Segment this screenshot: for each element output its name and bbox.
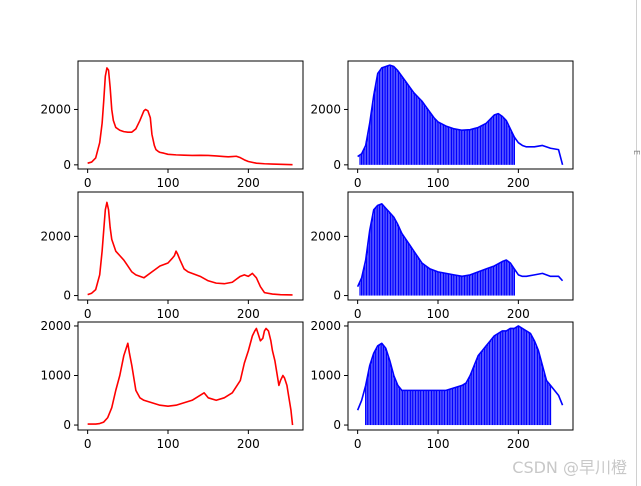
x-tick-label: 0 <box>84 307 92 321</box>
watermark: CSDN @早川橙 <box>512 458 627 477</box>
y-tick-label: 2000 <box>310 319 341 333</box>
x-tick-label: 0 <box>84 176 92 190</box>
x-tick-label: 0 <box>354 437 362 451</box>
series-line <box>87 327 294 426</box>
x-tick-label: 200 <box>237 176 260 190</box>
x-tick-label: 100 <box>427 176 450 190</box>
series-line <box>356 325 564 411</box>
edge-panel-text: E <box>634 150 641 156</box>
x-tick-label: 0 <box>354 307 362 321</box>
series-line <box>356 203 564 288</box>
y-tick-label: 0 <box>333 418 341 432</box>
series-line <box>357 64 564 166</box>
axes-frame <box>347 60 574 170</box>
axes-frame <box>77 321 304 431</box>
x-tick-label: 200 <box>237 307 260 321</box>
y-tick-label: 2000 <box>310 229 341 243</box>
x-tick-label: 200 <box>237 437 260 451</box>
series-group <box>87 327 294 426</box>
series-line <box>87 67 293 166</box>
y-tick-label: 1000 <box>310 369 341 383</box>
y-tick-label: 2000 <box>40 229 71 243</box>
x-tick-label: 200 <box>507 307 530 321</box>
x-tick-label: 200 <box>507 437 530 451</box>
axes-frame <box>347 191 574 301</box>
series-group <box>356 325 564 426</box>
y-tick-label: 0 <box>333 158 341 172</box>
x-tick-label: 200 <box>507 176 530 190</box>
y-tick-label: 2000 <box>40 102 71 116</box>
x-tick-label: 0 <box>84 437 92 451</box>
x-tick-label: 100 <box>157 307 180 321</box>
x-tick-label: 100 <box>427 437 450 451</box>
y-tick-label: 2000 <box>40 319 71 333</box>
y-tick-label: 0 <box>63 289 71 303</box>
series-group <box>357 64 564 166</box>
series-group <box>87 67 293 166</box>
y-tick-label: 0 <box>333 289 341 303</box>
axes-frame <box>77 191 304 301</box>
y-tick-label: 2000 <box>310 102 341 116</box>
x-tick-label: 100 <box>427 307 450 321</box>
series-group <box>87 201 293 296</box>
x-tick-label: 100 <box>157 437 180 451</box>
x-tick-label: 100 <box>157 176 180 190</box>
y-tick-label: 1000 <box>40 369 71 383</box>
window-right-border <box>636 0 637 486</box>
y-tick-label: 0 <box>63 418 71 432</box>
series-group <box>356 203 564 296</box>
axes-frame <box>77 60 304 170</box>
y-tick-label: 0 <box>63 158 71 172</box>
series-line <box>87 201 293 296</box>
x-tick-label: 0 <box>354 176 362 190</box>
